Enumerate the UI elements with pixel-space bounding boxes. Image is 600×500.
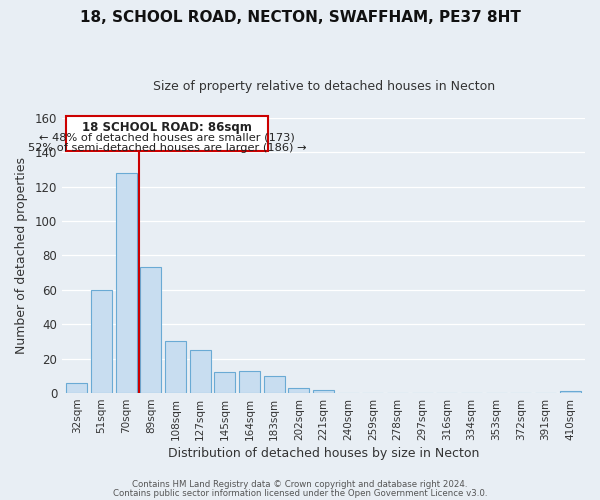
Bar [67,382,88,393]
Bar [116,173,137,393]
Title: Size of property relative to detached houses in Necton: Size of property relative to detached ho… [152,80,494,93]
Bar [140,268,161,393]
Text: ← 48% of detached houses are smaller (173): ← 48% of detached houses are smaller (17… [39,132,295,142]
Bar [91,290,112,393]
X-axis label: Distribution of detached houses by size in Necton: Distribution of detached houses by size … [168,447,479,460]
Text: 18, SCHOOL ROAD, NECTON, SWAFFHAM, PE37 8HT: 18, SCHOOL ROAD, NECTON, SWAFFHAM, PE37 … [80,10,520,25]
Text: 52% of semi-detached houses are larger (186) →: 52% of semi-detached houses are larger (… [28,142,306,152]
Bar [264,376,285,393]
Text: Contains HM Land Registry data © Crown copyright and database right 2024.: Contains HM Land Registry data © Crown c… [132,480,468,489]
Bar [313,390,334,393]
Bar [560,392,581,393]
Bar [289,388,310,393]
Y-axis label: Number of detached properties: Number of detached properties [15,157,28,354]
Bar [165,342,186,393]
Bar [190,350,211,393]
Text: 18 SCHOOL ROAD: 86sqm: 18 SCHOOL ROAD: 86sqm [82,121,252,134]
Text: Contains public sector information licensed under the Open Government Licence v3: Contains public sector information licen… [113,488,487,498]
Bar [239,370,260,393]
Bar [214,372,235,393]
FancyBboxPatch shape [66,116,268,152]
